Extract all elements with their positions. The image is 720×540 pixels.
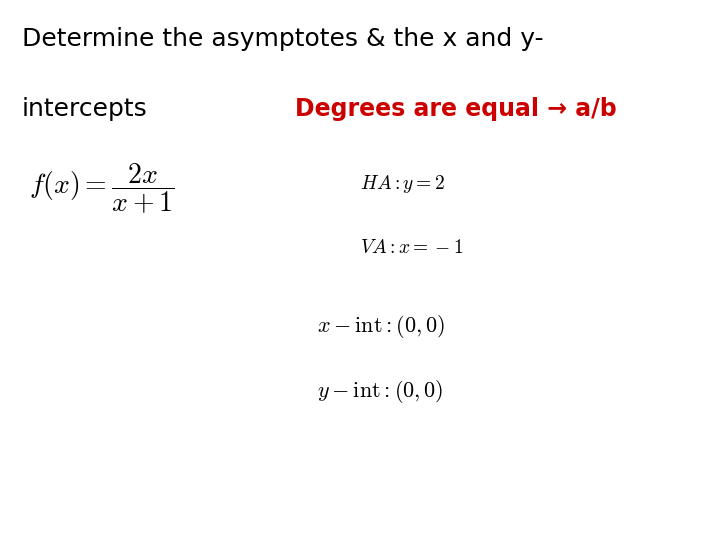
Text: intercepts: intercepts xyxy=(22,97,148,121)
Text: $\mathit{HA}:y=2$: $\mathit{HA}:y=2$ xyxy=(360,173,445,195)
Text: Degrees are equal → a/b: Degrees are equal → a/b xyxy=(295,97,617,121)
Text: $\mathit{VA}:x=-1$: $\mathit{VA}:x=-1$ xyxy=(360,238,463,256)
Text: $y-\mathrm{int}:(0,0)$: $y-\mathrm{int}:(0,0)$ xyxy=(317,378,444,405)
Text: $f(x)=\dfrac{2x}{x+1}$: $f(x)=\dfrac{2x}{x+1}$ xyxy=(29,162,174,217)
Text: Determine the asymptotes & the x and y-: Determine the asymptotes & the x and y- xyxy=(22,27,543,51)
Text: $x-\mathrm{int}:(0,0)$: $x-\mathrm{int}:(0,0)$ xyxy=(317,313,445,340)
